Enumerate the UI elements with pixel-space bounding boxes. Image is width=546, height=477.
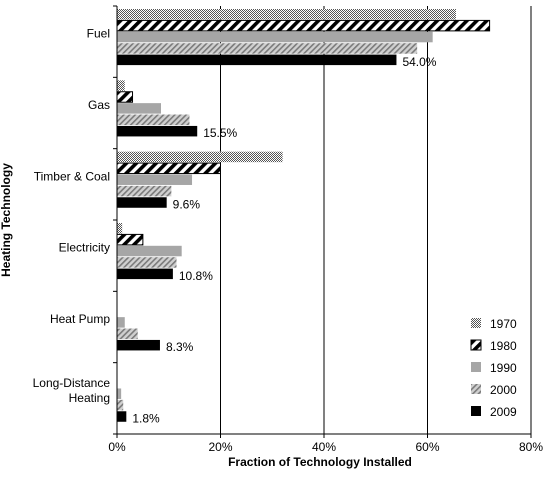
bar bbox=[117, 339, 160, 351]
legend-swatch bbox=[471, 318, 481, 328]
bar bbox=[116, 19, 491, 32]
category-label: Fuel bbox=[87, 27, 110, 41]
category-label: Long-Distance bbox=[33, 376, 111, 390]
legend-label: 2000 bbox=[490, 383, 517, 397]
legend-swatch bbox=[471, 362, 481, 372]
x-tick-label: 60% bbox=[415, 440, 439, 454]
category-label: Heat Pump bbox=[50, 312, 110, 326]
grid-layer bbox=[220, 6, 428, 434]
bar bbox=[116, 91, 134, 103]
bar bbox=[117, 411, 127, 422]
bars-layer bbox=[116, 9, 491, 422]
axes-layer bbox=[113, 5, 532, 438]
category-label: Heating bbox=[69, 391, 110, 405]
x-tick-label: 0% bbox=[108, 440, 126, 454]
bar bbox=[117, 268, 173, 280]
legend-label: 1970 bbox=[490, 317, 517, 331]
legend-swatch bbox=[471, 384, 481, 394]
x-tick-label: 80% bbox=[519, 440, 543, 454]
bar bbox=[117, 125, 198, 137]
bar bbox=[117, 185, 172, 197]
bar bbox=[117, 9, 456, 20]
data-label: 1.8% bbox=[132, 412, 160, 426]
bar bbox=[117, 223, 123, 234]
legend-swatch bbox=[470, 339, 482, 351]
x-tick-label: 40% bbox=[312, 440, 336, 454]
bar bbox=[117, 399, 124, 411]
legend-swatch bbox=[471, 406, 481, 416]
bar bbox=[117, 151, 283, 163]
bar bbox=[117, 103, 161, 114]
bar bbox=[117, 257, 177, 268]
bar bbox=[117, 54, 397, 66]
text-layer: Fuel 54.0% Gas 15.5% Timber & Coal 9.6% Electr… bbox=[0, 27, 543, 469]
bar bbox=[117, 43, 418, 54]
x-tick-label: 20% bbox=[208, 440, 232, 454]
legend: 1970 1980 1990 2000 2009 bbox=[470, 317, 517, 419]
x-axis-title: Fraction of Technology Installed bbox=[228, 455, 412, 469]
bar bbox=[117, 80, 125, 91]
bar bbox=[117, 317, 125, 328]
bar bbox=[117, 174, 193, 185]
bar bbox=[117, 328, 138, 340]
bar bbox=[116, 233, 144, 246]
legend-label: 1990 bbox=[490, 361, 517, 375]
bar bbox=[116, 162, 221, 175]
bar bbox=[117, 388, 122, 399]
category-label: Timber & Coal bbox=[34, 169, 110, 183]
bar bbox=[117, 197, 167, 208]
category-label: Electricity bbox=[59, 241, 110, 255]
y-axis-title: Heating Technology bbox=[0, 163, 13, 277]
data-label: 8.3% bbox=[166, 340, 194, 354]
bar bbox=[117, 31, 433, 43]
category-label: Gas bbox=[88, 98, 110, 112]
data-label: 54.0% bbox=[402, 55, 436, 69]
legend-label: 1980 bbox=[490, 339, 517, 353]
data-label: 9.6% bbox=[173, 198, 201, 212]
data-label: 15.5% bbox=[203, 126, 237, 140]
data-label: 10.8% bbox=[179, 269, 213, 283]
bar bbox=[117, 245, 182, 257]
legend-label: 2009 bbox=[490, 405, 517, 419]
bar bbox=[117, 114, 190, 126]
